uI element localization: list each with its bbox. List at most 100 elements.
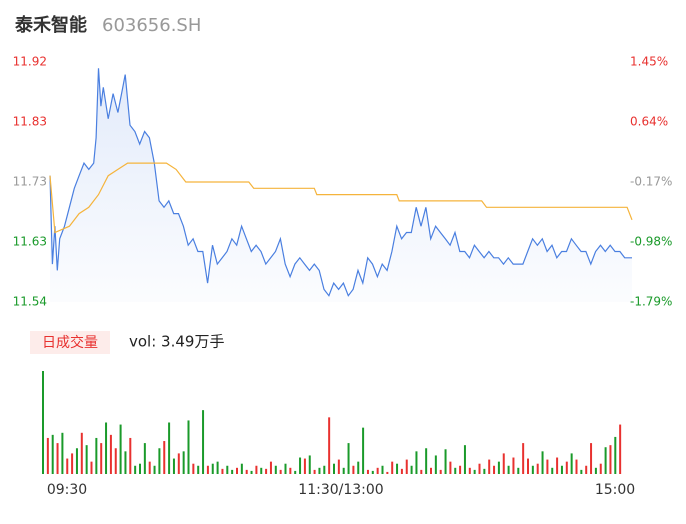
volume-bar [100,443,103,474]
volume-bar [303,458,306,474]
y-tick-label: 11.54 [13,295,47,309]
volume-bar [294,470,297,474]
badge-bg [30,331,110,354]
volume-bar [347,443,350,474]
y2-tick-label: -1.79% [630,295,672,309]
volume-bar [323,465,326,474]
volume-bar [71,453,74,474]
volume-bar [226,465,229,474]
volume-bar [619,424,622,474]
volume-bar [192,463,195,474]
volume-bar [434,455,437,474]
volume-bar [337,459,340,474]
volume-bar [313,469,316,474]
volume-bar [143,443,146,474]
volume-bar [527,458,529,474]
volume-bar [274,465,277,474]
volume-bar [56,443,59,474]
volume-bar [109,434,112,474]
volume-bar [46,437,49,474]
volume-bar [366,469,369,474]
volume-label: vol: 3.49万手 [129,333,224,351]
volume-bar [148,461,151,474]
volume-bar [439,469,442,474]
y2-tick-label: -0.17% [630,175,672,189]
volume-bar [585,465,588,474]
stock-name: 泰禾智能 [14,14,87,36]
volume-bar [405,459,408,474]
volume-bar [430,467,432,474]
volume-bar [599,463,602,474]
volume-bar [231,469,234,474]
volume-bar [463,445,466,474]
volume-bar [400,468,403,474]
volume-bar [172,458,175,474]
volume-bar [425,448,428,474]
volume-bar [483,468,486,474]
volume-bar [328,417,331,474]
volume-bar [551,467,554,474]
volume-bar [590,443,593,474]
volume-bar [197,465,200,474]
volume-bar [507,465,510,474]
volume-bar [51,434,54,474]
volume-bar [536,463,539,474]
stock-code: 603656.SH [102,15,201,36]
volume-bar [575,459,578,474]
volume-bar [604,447,607,474]
volume-bar [284,463,287,474]
volume-bar [75,448,78,474]
volume-bar [381,465,384,474]
y-tick-label: 11.73 [13,175,47,189]
volume-bar [362,427,365,474]
volume-bar [396,463,399,474]
volume-bar [546,459,549,474]
volume-bar [216,461,219,474]
volume-bar [318,467,321,474]
volume-bar [570,453,573,474]
volume-bar [594,467,597,474]
series-line [49,162,633,234]
volume-bar [153,465,156,474]
volume-bar [488,459,491,474]
volume-bar [61,432,64,474]
volume-bar [202,410,205,474]
volume-bar [541,451,544,474]
volume-bar [105,422,108,474]
volume-bar [410,465,413,474]
volume-bar [473,469,476,474]
volume-bar [279,469,282,474]
volume-bar [260,467,263,474]
volume-bar [134,465,137,474]
volume-bar [497,461,500,474]
price-area [50,68,632,302]
volume-bar [269,461,272,474]
volume-bar [371,470,374,474]
y2-tick-label: 0.64% [630,115,668,129]
volume-bar [289,467,292,474]
volume-bar [255,465,258,474]
volume-bar [352,465,355,474]
volume-bar [221,468,224,474]
y-tick-label: 11.92 [13,55,47,69]
volume-bar [163,441,166,474]
volume-bar [85,445,88,474]
volume-bar [580,469,583,474]
volume-bar [206,465,209,474]
volume-bar [391,461,394,474]
volume-bar [240,463,243,474]
volume-bar [502,453,505,474]
volume-bar [139,463,141,474]
volume-bar [376,467,379,474]
volume-bar [236,467,238,474]
x-tick-label: 15:00 [595,482,635,498]
volume-bar [449,461,452,474]
volume-bar [531,465,534,474]
x-tick-label: 11:30/13:00 [298,482,383,498]
volume-bar [124,451,127,474]
volume-bar [342,467,345,474]
volume-bar [245,469,248,474]
volume-bar [512,457,515,474]
volume-bar [187,420,190,474]
y-tick-label: 11.83 [13,115,47,129]
